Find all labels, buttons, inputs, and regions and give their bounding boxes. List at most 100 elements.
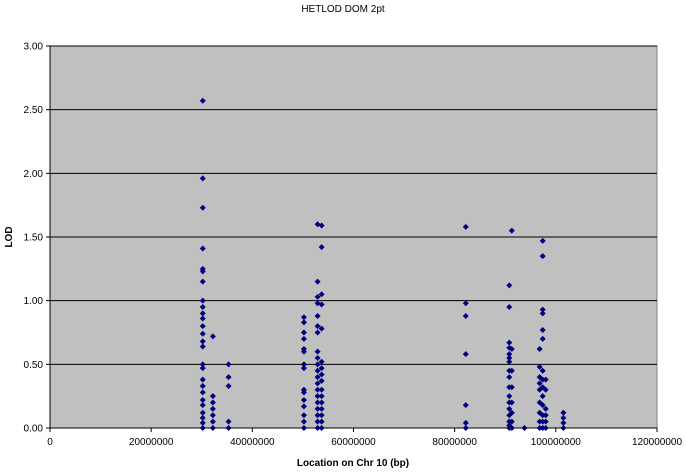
data-point <box>314 393 321 400</box>
data-point <box>225 382 232 389</box>
data-point <box>539 412 546 419</box>
data-point <box>300 329 307 336</box>
data-point <box>508 384 515 391</box>
data-point <box>300 314 307 321</box>
data-point <box>506 282 513 289</box>
data-point <box>539 393 546 400</box>
data-point <box>225 374 232 381</box>
x-tick-label: 20000000 <box>129 437 174 448</box>
data-point <box>560 409 567 416</box>
data-point <box>318 386 325 393</box>
data-point <box>539 425 546 431</box>
data-point <box>560 419 567 426</box>
data-point <box>199 338 206 345</box>
data-points <box>199 97 567 431</box>
data-point <box>318 365 325 372</box>
data-point <box>300 389 307 396</box>
data-point <box>314 418 321 425</box>
data-point <box>462 300 469 307</box>
data-point <box>462 425 469 431</box>
data-point <box>506 374 513 381</box>
data-point <box>199 330 206 337</box>
data-point <box>199 268 206 275</box>
data-point <box>508 425 515 431</box>
data-point <box>539 237 546 244</box>
data-point <box>318 301 325 308</box>
data-point <box>199 323 206 330</box>
data-point <box>314 380 321 387</box>
data-point <box>209 393 216 400</box>
data-point <box>314 329 321 336</box>
data-point <box>199 414 206 421</box>
data-point <box>506 412 513 419</box>
data-point <box>508 418 515 425</box>
data-point <box>539 326 546 333</box>
data-point <box>539 306 546 313</box>
x-tick-label: 60000000 <box>331 437 376 448</box>
data-point <box>199 245 206 252</box>
data-point <box>508 346 515 353</box>
data-point <box>462 402 469 409</box>
data-point <box>199 310 206 317</box>
data-point <box>225 361 232 368</box>
data-point <box>318 412 325 419</box>
data-point <box>539 376 546 383</box>
data-point <box>225 425 232 431</box>
data-point <box>199 175 206 182</box>
data-point <box>536 425 543 431</box>
data-point <box>506 351 513 358</box>
data-point <box>318 371 325 378</box>
x-tick-label: 0 <box>47 437 53 448</box>
data-point <box>508 367 515 374</box>
data-point <box>506 344 513 351</box>
data-point <box>462 312 469 319</box>
data-point <box>209 399 216 406</box>
data-point <box>314 374 321 381</box>
data-point <box>539 367 546 374</box>
data-point <box>560 425 567 431</box>
data-point <box>539 335 546 342</box>
data-point <box>521 425 528 431</box>
data-point <box>209 418 216 425</box>
data-point <box>199 425 206 431</box>
data-point <box>300 403 307 410</box>
x-axis: 0 20000000 40000000 60000000 80000000 1000000… <box>47 427 682 448</box>
data-point <box>506 354 513 361</box>
data-point <box>300 425 307 431</box>
data-point <box>300 396 307 403</box>
data-point <box>542 386 549 393</box>
data-point <box>199 402 206 409</box>
data-point <box>199 396 206 403</box>
data-point <box>314 278 321 285</box>
data-point <box>318 291 325 298</box>
x-tick-label: 80000000 <box>432 437 477 448</box>
x-tick-label: 100000000 <box>531 437 581 448</box>
y-tick-label: 3.00 <box>24 42 44 53</box>
data-point <box>318 418 325 425</box>
data-point <box>300 348 307 355</box>
data-point <box>199 204 206 211</box>
data-point <box>539 310 546 317</box>
data-point <box>199 304 206 311</box>
data-point <box>314 399 321 406</box>
data-point <box>508 399 515 406</box>
data-point <box>209 405 216 412</box>
data-point <box>199 419 206 426</box>
data-point <box>199 361 206 368</box>
data-point <box>318 377 325 384</box>
data-point <box>209 412 216 419</box>
data-point <box>506 339 513 346</box>
data-point <box>318 425 325 431</box>
data-point <box>199 297 206 304</box>
data-point <box>314 323 321 330</box>
data-point <box>318 405 325 412</box>
y-tick-label: 1.00 <box>24 296 44 307</box>
data-point <box>199 376 206 383</box>
x-tick-label: 40000000 <box>230 437 275 448</box>
data-point <box>318 393 325 400</box>
data-point <box>314 425 321 431</box>
data-point <box>199 382 206 389</box>
data-point <box>300 412 307 419</box>
y-axis: 0.00 0.50 1.00 1.50 2.00 2.50 3.00 <box>24 42 51 435</box>
